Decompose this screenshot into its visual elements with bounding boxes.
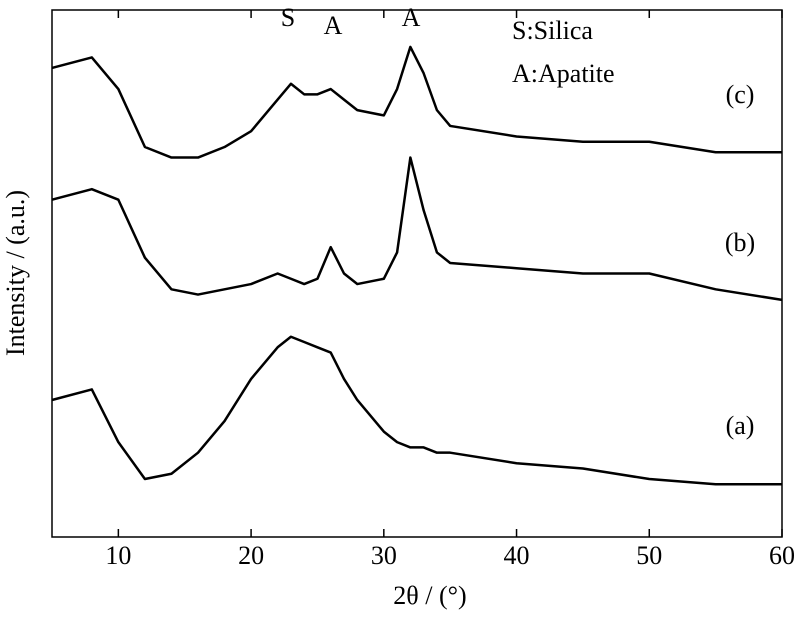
x-tick-label: 30 bbox=[371, 541, 397, 570]
x-axis-label: 2θ / (°) bbox=[393, 581, 466, 610]
x-tick-label: 50 bbox=[636, 541, 662, 570]
series-line bbox=[51, 335, 782, 486]
plot-frame bbox=[51, 9, 783, 538]
x-tick-label: 10 bbox=[105, 541, 131, 570]
series-label: (c) bbox=[726, 80, 755, 109]
note: A:Apatite bbox=[512, 59, 615, 88]
series-line bbox=[51, 45, 782, 159]
y-axis-label: Intensity / (a.u.) bbox=[1, 190, 30, 356]
peak-label: S bbox=[281, 3, 295, 32]
peak-label: A bbox=[402, 3, 421, 32]
series-label: (a) bbox=[726, 411, 755, 440]
peak-label: A bbox=[324, 11, 343, 40]
x-tick-label: 20 bbox=[238, 541, 264, 570]
x-tick-label: 40 bbox=[504, 541, 530, 570]
series-label: (b) bbox=[725, 228, 755, 257]
series-line bbox=[51, 156, 783, 302]
note: S:Silica bbox=[512, 16, 593, 45]
x-tick-label: 60 bbox=[769, 541, 795, 570]
